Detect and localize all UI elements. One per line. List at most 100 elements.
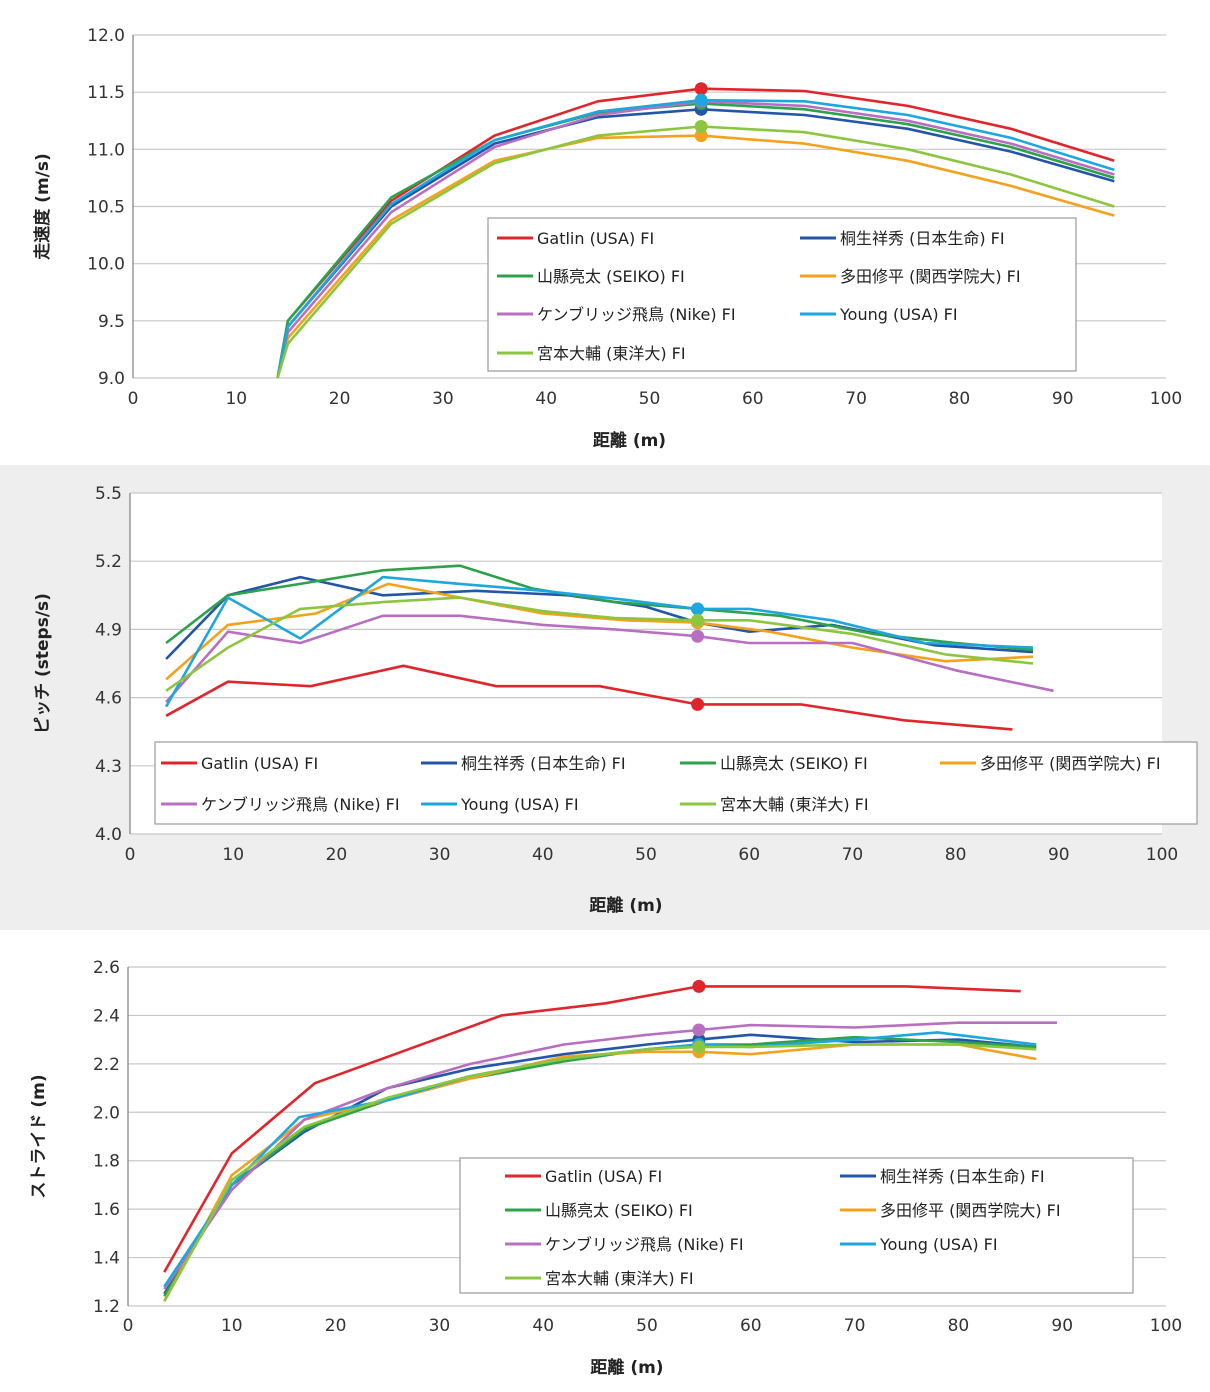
x-tick-label: 80 xyxy=(949,389,971,409)
series-marker-0 xyxy=(694,82,708,96)
legend-label-5: Young (USA) FI xyxy=(839,305,958,324)
legend-label-4: ケンブリッジ飛鳥 (Nike) FI xyxy=(537,305,736,324)
x-tick-label: 20 xyxy=(325,1316,347,1336)
legend-label-6: 宮本大輔 (東洋大) FI xyxy=(537,344,686,363)
series-marker-6 xyxy=(694,119,708,133)
series-line-1 xyxy=(163,1033,1037,1295)
x-tick-label: 20 xyxy=(329,389,351,409)
pitch-chart: 4.0 4.3 4.6 4.9 5.2 5.5 0 10 20 30 40 50 60 70 80 90 100… xyxy=(0,465,1210,930)
x-tick-label: 40 xyxy=(532,1316,554,1336)
legend-label-1: 桐生祥秀 (日本生命) FI xyxy=(880,1167,1045,1186)
x-tick-label: 80 xyxy=(945,845,967,865)
legend-label-2: 山縣亮太 (SEIKO) FI xyxy=(537,267,685,286)
x-tick-label: 60 xyxy=(740,1316,762,1336)
legend-label-5: Young (USA) FI xyxy=(879,1235,998,1254)
y-tick-label: 11.5 xyxy=(87,83,125,103)
series-line-6 xyxy=(165,596,1034,692)
series-marker-0 xyxy=(692,979,706,993)
y-tick-label: 1.4 xyxy=(93,1249,120,1269)
x-tick-label: 100 xyxy=(1146,845,1178,865)
y-tick-label: 2.6 xyxy=(93,958,120,978)
legend-label-2: 山縣亮太 (SEIKO) FI xyxy=(720,754,868,773)
stride-chart-svg: 1.2 1.4 1.6 1.8 2.0 2.2 2.4 2.6 0 10 20 30 40 50 60 70 8… xyxy=(29,958,1182,1378)
x-tick-label: 50 xyxy=(639,389,661,409)
x-tick-label: 10 xyxy=(222,845,244,865)
x-tick-label: 70 xyxy=(845,389,867,409)
legend-label-6: 宮本大輔 (東洋大) FI xyxy=(545,1269,694,1288)
y-tick-label: 1.8 xyxy=(93,1152,120,1172)
y-tick-label: 4.0 xyxy=(95,825,122,845)
series-marker-6 xyxy=(691,613,705,627)
y-tick-label: 9.5 xyxy=(98,312,125,332)
x-tick-label: 50 xyxy=(635,845,657,865)
x-tick-label: 30 xyxy=(429,1316,451,1336)
y-tick-label: 1.2 xyxy=(93,1297,120,1317)
series-line-4 xyxy=(163,1021,1057,1290)
series-line-3 xyxy=(276,134,1115,378)
x-tick-label: 90 xyxy=(1051,1316,1073,1336)
legend-box xyxy=(459,1157,1134,1294)
x-tick-label: 40 xyxy=(532,845,554,865)
legend-label-1: 桐生祥秀 (日本生命) FI xyxy=(461,754,626,773)
series-line-6 xyxy=(163,1043,1037,1302)
x-tick-label: 60 xyxy=(738,845,760,865)
x-tick-label: 50 xyxy=(636,1316,658,1336)
y-tick-label: 4.3 xyxy=(95,757,122,777)
series-line-6 xyxy=(276,125,1115,378)
series-line-0 xyxy=(165,664,1013,731)
series-marker-4 xyxy=(691,629,705,643)
legend-label-3: 多田修平 (関西学院大) FI xyxy=(840,267,1021,286)
series-line-4 xyxy=(276,100,1115,378)
legend-label-6: 宮本大輔 (東洋大) FI xyxy=(720,795,869,814)
x-tick-label: 0 xyxy=(128,389,139,409)
legend-label-4: ケンブリッジ飛鳥 (Nike) FI xyxy=(545,1235,744,1254)
x-axis-title: 距離 (m) xyxy=(590,1357,663,1378)
y-axis-title: 走速度 (m/s) xyxy=(32,153,53,260)
series-line-4 xyxy=(165,614,1054,703)
y-tick-label: 2.4 xyxy=(93,1006,120,1026)
y-tick-label: 2.0 xyxy=(93,1103,120,1123)
y-tick-label: 11.0 xyxy=(87,140,125,160)
series-marker-4 xyxy=(692,1023,706,1037)
legend-label-3: 多田修平 (関西学院大) FI xyxy=(880,1201,1061,1220)
x-tick-label: 90 xyxy=(1052,389,1074,409)
x-tick-label: 90 xyxy=(1048,845,1070,865)
x-tick-label: 0 xyxy=(125,845,136,865)
series-group xyxy=(164,564,1054,731)
y-tick-label: 5.2 xyxy=(95,552,122,572)
y-tick-label: 5.5 xyxy=(95,484,122,504)
stride-chart: 1.2 1.4 1.6 1.8 2.0 2.2 2.4 2.6 0 10 20 30 40 50 60 70 8… xyxy=(0,930,1210,1392)
series-marker-0 xyxy=(691,697,705,711)
y-tick-label: 10.5 xyxy=(87,198,125,218)
y-tick-label: 1.6 xyxy=(93,1200,120,1220)
legend-label-0: Gatlin (USA) FI xyxy=(545,1167,662,1186)
y-tick-label: 12.0 xyxy=(87,26,125,46)
legend-label-2: 山縣亮太 (SEIKO) FI xyxy=(545,1201,693,1220)
legend-box xyxy=(154,741,1198,825)
legend-label-3: 多田修平 (関西学院大) FI xyxy=(980,754,1161,773)
series-marker-6 xyxy=(692,1040,706,1054)
y-tick-label: 4.9 xyxy=(95,620,122,640)
series-marker-3 xyxy=(694,129,708,143)
x-tick-label: 80 xyxy=(948,1316,970,1336)
series-group xyxy=(163,985,1057,1302)
x-tick-label: 0 xyxy=(123,1316,134,1336)
y-tick-label: 4.6 xyxy=(95,689,122,709)
x-axis-title: 距離 (m) xyxy=(593,430,666,451)
series-line-3 xyxy=(165,582,1034,681)
series-line-5 xyxy=(164,575,1034,708)
legend-box xyxy=(487,217,1077,372)
x-tick-label: 30 xyxy=(429,845,451,865)
x-tick-label: 100 xyxy=(1150,389,1182,409)
legend-label-0: Gatlin (USA) FI xyxy=(201,754,318,773)
y-tick-label: 9.0 xyxy=(98,369,125,389)
x-tick-label: 10 xyxy=(225,389,247,409)
y-axis-title: ストライド (m) xyxy=(29,1074,49,1198)
x-tick-label: 40 xyxy=(535,389,557,409)
legend-label-4: ケンブリッジ飛鳥 (Nike) FI xyxy=(201,795,400,814)
y-axis-title: ピッチ (steps/s) xyxy=(33,593,53,734)
y-tick-label: 10.0 xyxy=(87,255,125,275)
x-axis-title: 距離 (m) xyxy=(589,895,662,916)
x-tick-label: 70 xyxy=(842,845,864,865)
x-tick-label: 30 xyxy=(432,389,454,409)
